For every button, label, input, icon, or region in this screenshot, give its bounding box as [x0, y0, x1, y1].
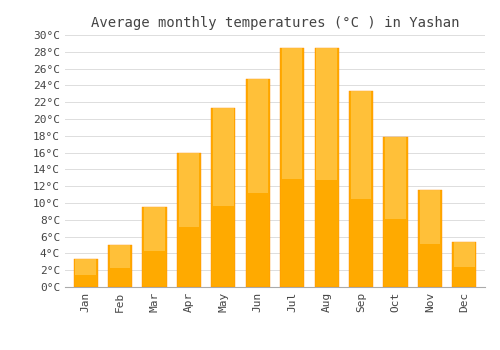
Bar [246, 79, 270, 287]
Bar [177, 153, 201, 287]
Bar [74, 259, 98, 287]
Bar [76, 259, 96, 274]
Bar [420, 190, 440, 244]
Bar [351, 91, 372, 199]
Bar [110, 245, 130, 268]
Bar [178, 153, 199, 226]
Bar [349, 91, 373, 287]
Bar [454, 241, 474, 267]
Bar [108, 245, 132, 287]
Bar [316, 48, 337, 180]
Title: Average monthly temperatures (°C ) in Yashan: Average monthly temperatures (°C ) in Ya… [91, 16, 459, 30]
Bar [212, 108, 236, 287]
Bar [144, 207, 165, 251]
Bar [280, 48, 304, 287]
Bar [213, 108, 234, 206]
Bar [142, 207, 167, 287]
Bar [418, 190, 442, 287]
Bar [314, 48, 338, 287]
Bar [282, 48, 302, 179]
Bar [384, 136, 407, 287]
Bar [452, 241, 476, 287]
Bar [248, 79, 268, 193]
Bar [386, 136, 406, 219]
